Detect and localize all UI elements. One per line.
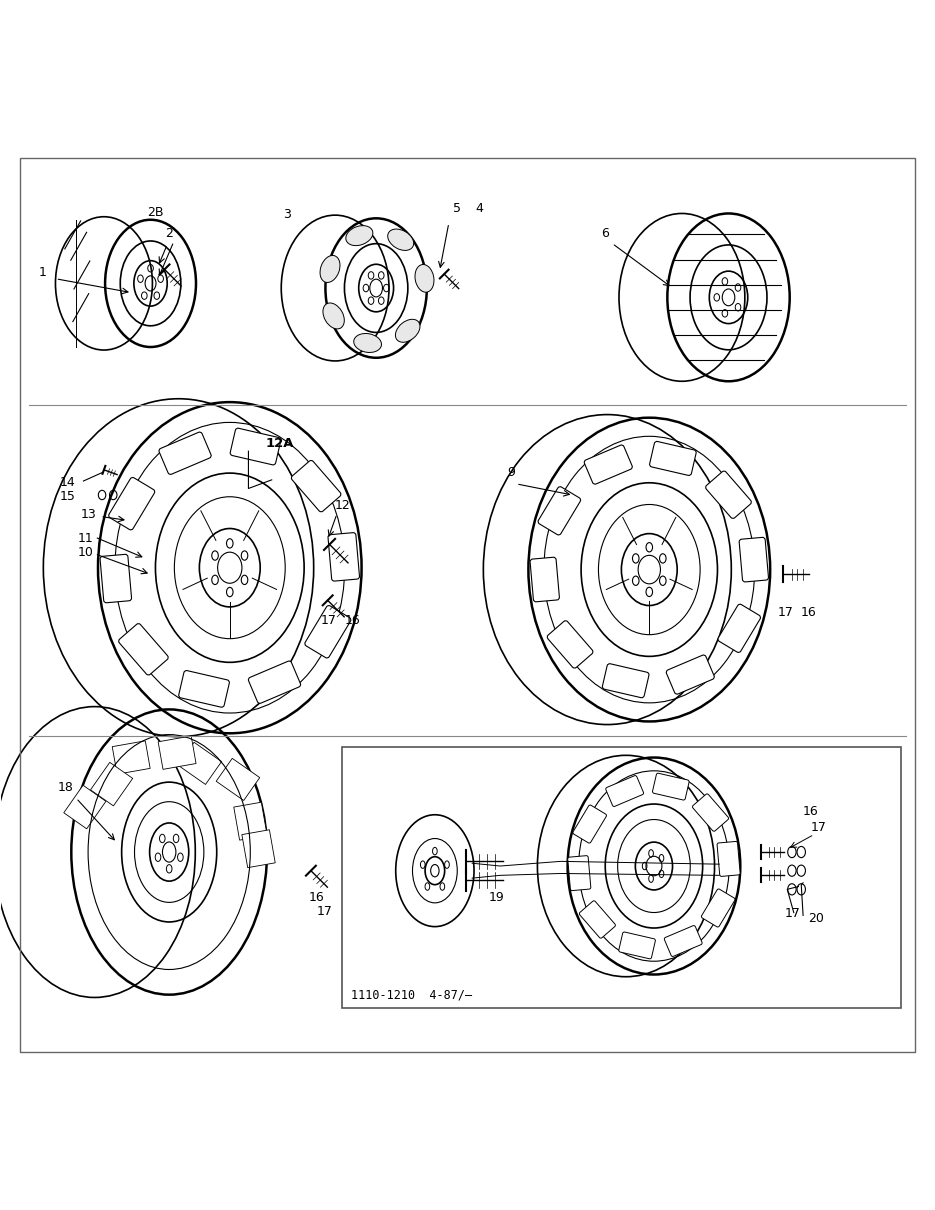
FancyBboxPatch shape: [701, 889, 735, 927]
Ellipse shape: [415, 265, 434, 293]
Text: 9: 9: [508, 466, 515, 479]
FancyBboxPatch shape: [606, 776, 643, 807]
Text: 10: 10: [78, 546, 94, 559]
FancyBboxPatch shape: [249, 661, 301, 703]
FancyBboxPatch shape: [568, 855, 591, 891]
FancyBboxPatch shape: [179, 670, 229, 707]
Text: 12A: 12A: [266, 437, 294, 450]
FancyBboxPatch shape: [573, 805, 607, 843]
Text: 17: 17: [778, 606, 794, 620]
Bar: [112, 741, 151, 774]
Text: 2B: 2B: [147, 206, 164, 219]
Text: 17: 17: [316, 905, 332, 918]
Text: 1110-1210  4-87/—: 1110-1210 4-87/—: [351, 989, 472, 1002]
Text: 11: 11: [78, 531, 94, 545]
Bar: [341, 747, 901, 1008]
FancyBboxPatch shape: [693, 794, 728, 831]
Text: 17: 17: [320, 613, 336, 627]
Text: 3: 3: [283, 208, 291, 221]
Text: 16: 16: [803, 805, 819, 818]
Text: 16: 16: [309, 891, 324, 904]
FancyBboxPatch shape: [706, 471, 752, 519]
FancyBboxPatch shape: [100, 554, 132, 603]
FancyBboxPatch shape: [530, 558, 559, 601]
Text: 13: 13: [80, 508, 96, 522]
Text: 19: 19: [489, 891, 505, 904]
FancyBboxPatch shape: [718, 604, 760, 652]
Ellipse shape: [320, 255, 340, 282]
FancyBboxPatch shape: [619, 932, 655, 958]
FancyBboxPatch shape: [159, 432, 211, 474]
FancyBboxPatch shape: [538, 486, 581, 535]
Ellipse shape: [396, 319, 420, 342]
Text: 5: 5: [453, 202, 461, 214]
FancyBboxPatch shape: [584, 445, 632, 484]
Text: 6: 6: [601, 226, 609, 240]
FancyBboxPatch shape: [717, 841, 741, 876]
Ellipse shape: [388, 229, 413, 250]
Text: 4: 4: [475, 202, 482, 214]
Text: 18: 18: [57, 782, 73, 795]
Text: 16: 16: [800, 606, 816, 620]
Bar: [178, 742, 222, 784]
FancyBboxPatch shape: [328, 532, 359, 581]
Text: 16: 16: [344, 613, 360, 627]
FancyBboxPatch shape: [740, 537, 769, 582]
Text: 14: 14: [59, 476, 75, 489]
Text: 1: 1: [38, 266, 46, 280]
FancyBboxPatch shape: [292, 460, 341, 512]
FancyBboxPatch shape: [119, 623, 168, 675]
FancyBboxPatch shape: [664, 926, 702, 957]
FancyBboxPatch shape: [667, 655, 714, 695]
Ellipse shape: [323, 302, 344, 329]
Bar: [91, 762, 133, 806]
Bar: [216, 759, 260, 801]
FancyBboxPatch shape: [547, 621, 593, 668]
FancyBboxPatch shape: [108, 478, 155, 530]
FancyBboxPatch shape: [602, 664, 649, 698]
FancyBboxPatch shape: [230, 428, 280, 465]
Text: 15: 15: [59, 490, 75, 502]
Ellipse shape: [346, 225, 373, 246]
Ellipse shape: [353, 334, 381, 352]
Text: 17: 17: [811, 820, 827, 834]
Text: 20: 20: [808, 912, 824, 924]
Text: 17: 17: [784, 908, 800, 921]
Text: 2: 2: [165, 226, 173, 240]
Bar: [242, 830, 275, 868]
Text: 12: 12: [335, 499, 351, 512]
Bar: [234, 802, 267, 840]
Bar: [158, 736, 196, 770]
FancyBboxPatch shape: [305, 605, 351, 658]
FancyBboxPatch shape: [653, 773, 689, 800]
FancyBboxPatch shape: [580, 900, 615, 938]
FancyBboxPatch shape: [650, 442, 697, 476]
Bar: [64, 785, 106, 829]
